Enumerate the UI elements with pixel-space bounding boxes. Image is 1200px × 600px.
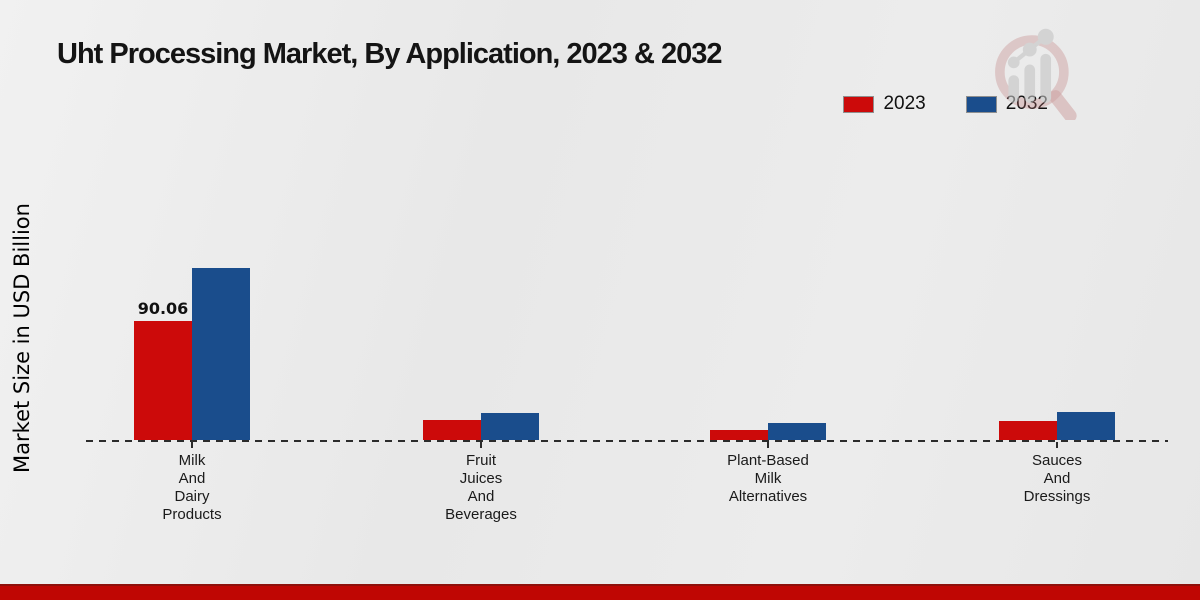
category-label-0: Milk And Dairy Products [162, 452, 222, 523]
legend-swatch-2023-icon [843, 95, 875, 113]
chart-title: Uht Processing Market, By Application, 2… [57, 38, 723, 70]
legend-swatch-2032-icon [965, 95, 997, 113]
category-label-3: Sauces And Dressings [1023, 452, 1091, 505]
bar-2023-category-2 [710, 430, 768, 440]
category-label-1: Fruit Juices And Beverages [445, 452, 517, 523]
x-axis-tick [480, 442, 482, 448]
footer-accent-bar [0, 584, 1200, 600]
bar-2032-category-0 [192, 268, 250, 440]
magnifier-growth-chart-icon [995, 28, 1077, 120]
x-axis-tick [767, 442, 769, 448]
x-axis-tick [1056, 442, 1058, 448]
x-axis-baseline [86, 440, 1168, 442]
legend-item-2023: 2023 [843, 93, 926, 115]
bar-2023-category-0 [134, 321, 192, 440]
x-axis-tick [191, 442, 193, 448]
category-label-2: Plant-Based Milk Alternatives [727, 452, 809, 505]
bar-2032-category-2 [768, 423, 826, 440]
legend-label-2023: 2023 [883, 93, 926, 114]
bar-2023-category-3 [999, 421, 1057, 440]
bar-2023-category-1 [423, 420, 481, 440]
bar-2032-category-3 [1057, 412, 1115, 440]
bar-value-label: 90.06 [137, 299, 189, 318]
bar-2032-category-1 [481, 413, 539, 440]
